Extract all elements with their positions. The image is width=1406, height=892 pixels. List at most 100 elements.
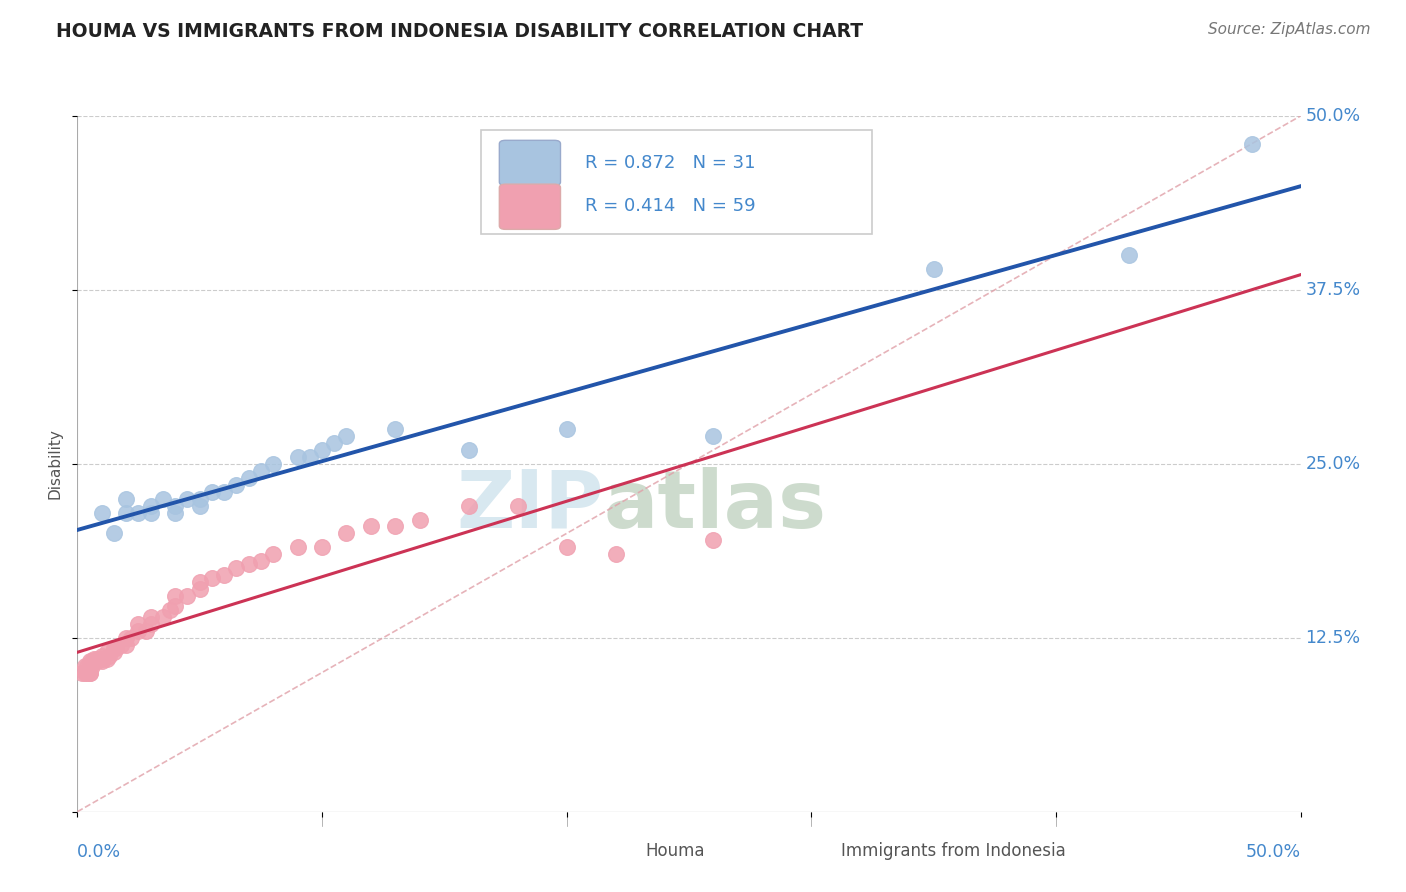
Point	[79, 665, 101, 680]
Point	[127, 616, 149, 631]
Point	[298, 450, 321, 464]
Point	[139, 499, 162, 513]
FancyBboxPatch shape	[499, 140, 561, 186]
Point	[250, 554, 273, 568]
Point	[127, 506, 149, 520]
Point	[335, 526, 357, 541]
Point	[188, 499, 211, 513]
Point	[86, 651, 108, 665]
FancyBboxPatch shape	[481, 130, 873, 235]
Point	[76, 658, 98, 673]
Text: 12.5%: 12.5%	[1305, 629, 1361, 647]
Point	[83, 651, 105, 665]
Point	[165, 599, 187, 613]
Point	[176, 589, 198, 603]
Point	[311, 541, 333, 555]
Point	[555, 541, 578, 555]
Text: Immigrants from Indonesia: Immigrants from Indonesia	[841, 842, 1066, 861]
Point	[506, 499, 529, 513]
Point	[115, 638, 138, 652]
Point	[90, 655, 112, 669]
Point	[702, 533, 724, 548]
Point	[238, 557, 260, 571]
Point	[287, 450, 309, 464]
Point	[384, 422, 406, 436]
Point	[1240, 136, 1263, 151]
Point	[90, 506, 112, 520]
Point	[457, 442, 479, 457]
Point	[96, 645, 118, 659]
Point	[384, 519, 406, 533]
Point	[76, 665, 98, 680]
Text: 0.0%: 0.0%	[77, 843, 121, 861]
Point	[188, 491, 211, 506]
Point	[90, 648, 112, 663]
Point	[73, 665, 96, 680]
Point	[238, 471, 260, 485]
Point	[70, 665, 93, 680]
Point	[98, 648, 121, 663]
Text: Source: ZipAtlas.com: Source: ZipAtlas.com	[1208, 22, 1371, 37]
FancyBboxPatch shape	[797, 836, 828, 865]
Point	[115, 491, 138, 506]
Point	[1118, 248, 1140, 262]
Point	[225, 477, 247, 491]
Point	[409, 512, 432, 526]
Point	[212, 568, 235, 582]
Point	[79, 658, 101, 673]
Point	[120, 631, 142, 645]
Point	[922, 262, 945, 277]
Point	[159, 603, 181, 617]
Point	[80, 655, 103, 669]
Point	[152, 491, 174, 506]
Point	[103, 526, 125, 541]
Text: 37.5%: 37.5%	[1305, 281, 1361, 299]
Point	[457, 499, 479, 513]
Point	[605, 547, 627, 561]
Point	[176, 491, 198, 506]
Point	[323, 436, 346, 450]
Point	[115, 631, 138, 645]
Point	[262, 547, 284, 561]
Point	[73, 658, 96, 673]
Point	[165, 589, 187, 603]
Point	[165, 506, 187, 520]
FancyBboxPatch shape	[499, 184, 561, 229]
Point	[89, 651, 111, 665]
Point	[311, 442, 333, 457]
Point	[86, 655, 108, 669]
Text: Houma: Houma	[645, 842, 704, 861]
Point	[139, 610, 162, 624]
Point	[335, 429, 357, 443]
Text: R = 0.414   N = 59: R = 0.414 N = 59	[585, 197, 755, 215]
FancyBboxPatch shape	[600, 836, 633, 865]
Point	[96, 651, 118, 665]
Point	[165, 499, 187, 513]
Text: ZIP: ZIP	[456, 467, 603, 545]
Point	[103, 645, 125, 659]
Point	[79, 665, 101, 680]
Point	[90, 651, 112, 665]
Point	[103, 640, 125, 655]
Point	[80, 658, 103, 673]
Text: 50.0%: 50.0%	[1246, 843, 1301, 861]
Text: atlas: atlas	[603, 467, 827, 545]
Point	[702, 429, 724, 443]
Point	[115, 506, 138, 520]
Point	[262, 457, 284, 471]
Y-axis label: Disability: Disability	[46, 428, 62, 500]
Point	[201, 484, 224, 499]
Text: HOUMA VS IMMIGRANTS FROM INDONESIA DISABILITY CORRELATION CHART: HOUMA VS IMMIGRANTS FROM INDONESIA DISAB…	[56, 22, 863, 41]
Point	[201, 571, 224, 585]
Text: 50.0%: 50.0%	[1305, 107, 1361, 125]
Point	[139, 616, 162, 631]
Point	[105, 640, 128, 655]
Point	[360, 519, 382, 533]
Point	[135, 624, 157, 638]
Point	[79, 658, 101, 673]
Point	[152, 610, 174, 624]
Point	[225, 561, 247, 575]
Point	[139, 506, 162, 520]
Point	[127, 624, 149, 638]
Point	[79, 655, 101, 669]
